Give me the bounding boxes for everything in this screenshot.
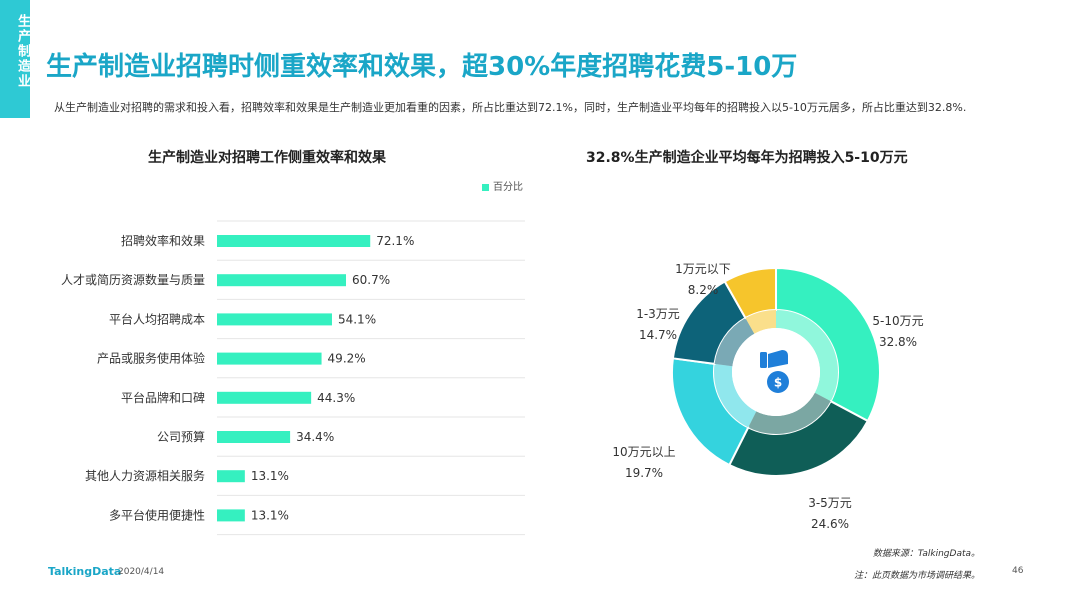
footer-date: 2020/4/14 xyxy=(118,567,165,577)
bar-category-label: 平台品牌和口碑 xyxy=(121,390,205,405)
bar xyxy=(217,274,346,287)
bar-value-label: 49.2% xyxy=(328,352,366,366)
donut-inner-ring xyxy=(748,392,831,434)
data-note: 注：此页数据为市场调研结果。 xyxy=(853,571,980,581)
data-source: 数据来源：TalkingData。 xyxy=(872,549,980,559)
bar-category-label: 多平台使用便捷性 xyxy=(109,507,205,522)
page-description: 从生产制造业对招聘的需求和投入看，招聘效率和效果是生产制造业更加看重的因素，所占… xyxy=(54,101,967,114)
bar xyxy=(217,470,245,483)
bar-category-label: 公司预算 xyxy=(157,429,205,444)
donut-value-label: 19.7% xyxy=(625,466,663,480)
money-bag-icon: $ xyxy=(760,350,789,393)
section-tab-label: 生产制造业 xyxy=(15,14,30,89)
bar-category-label: 平台人均招聘成本 xyxy=(109,311,205,326)
donut-slice-label: 5-10万元 xyxy=(872,314,923,328)
bar-value-label: 13.1% xyxy=(251,508,289,522)
bar-value-label: 44.3% xyxy=(317,391,355,405)
donut-slice-label: 1-3万元 xyxy=(636,307,680,321)
bar-category-label: 产品或服务使用体验 xyxy=(97,351,205,366)
donut-value-label: 32.8% xyxy=(879,335,917,349)
bar xyxy=(217,431,291,443)
donut-inner-ring xyxy=(745,310,776,334)
bar xyxy=(217,391,312,404)
bar-chart: 招聘效率和效果 72.1% 人才或简历资源数量与质量 60.7% 平台人均招聘成本 54.… xyxy=(61,220,525,536)
legend-swatch xyxy=(482,183,489,191)
bar-value-label: 34.4% xyxy=(296,430,334,444)
icon-part: $ xyxy=(774,376,782,390)
section-tab: 生产制造业 xyxy=(0,0,30,118)
bar xyxy=(217,235,371,247)
page-number: 46 xyxy=(1012,566,1024,576)
page-title: 生产制造业招聘时侧重效率和效果，超30%年度招聘花费5-10万 xyxy=(46,52,798,82)
legend-label: 百分比 xyxy=(493,182,523,193)
donut-value-label: 8.2% xyxy=(688,283,719,297)
bar-value-label: 54.1% xyxy=(338,312,376,326)
bar xyxy=(217,313,332,326)
bar xyxy=(217,352,322,365)
donut-slice-label: 1万元以下 xyxy=(675,262,731,276)
bar-value-label: 72.1% xyxy=(376,234,414,248)
icon-part xyxy=(760,352,767,368)
donut-inner-ring xyxy=(776,310,838,402)
donut-value-label: 14.7% xyxy=(639,328,677,342)
donut-chart: 5-10万元 32.8% 3-5万元 24.6% 10万元以上 19.7% 1-3万元 14.… xyxy=(612,262,923,531)
donut-slice-label: 10万元以上 xyxy=(612,445,675,459)
bar-chart-title: 生产制造业对招聘工作侧重效率和效果 xyxy=(148,150,386,166)
talkingdata-logo: TalkingData xyxy=(48,565,122,578)
pie-chart-title: 32.8%生产制造企业平均每年为招聘投入5-10万元 xyxy=(586,150,908,166)
bar-category-label: 人才或简历资源数量与质量 xyxy=(61,272,205,287)
icon-part xyxy=(768,350,788,368)
bar xyxy=(217,509,245,522)
bar-chart-legend: 百分比 xyxy=(482,178,523,193)
bar-category-label: 招聘效率和效果 xyxy=(121,233,205,248)
donut-inner-ring xyxy=(714,318,755,367)
bar-value-label: 13.1% xyxy=(251,469,289,483)
bar-value-label: 60.7% xyxy=(352,273,390,287)
donut-slice-label: 3-5万元 xyxy=(808,496,852,510)
bar-category-label: 其他人力资源相关服务 xyxy=(85,468,205,483)
donut-inner-ring xyxy=(714,363,757,428)
icon-part xyxy=(767,371,789,393)
donut-value-label: 24.6% xyxy=(811,517,849,531)
